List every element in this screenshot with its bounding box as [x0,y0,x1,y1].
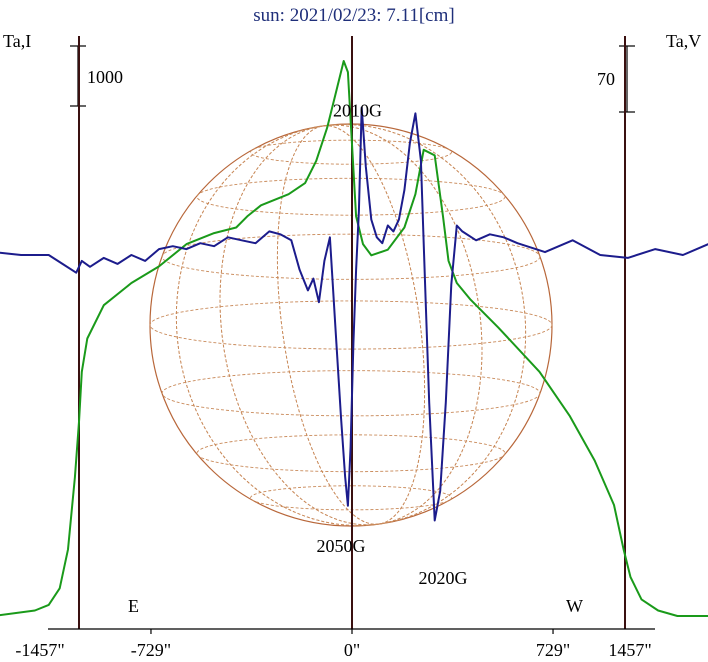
annotation-label: 2020G [419,568,468,588]
y-axis-right-label: Ta,V [666,31,701,51]
scalebar-left-label: 1000 [87,67,123,87]
series-polarization-line [0,106,708,522]
x-tick-label: -1457" [15,640,64,660]
x-tick-label: 729" [536,640,570,660]
limb-label-west: W [566,596,583,616]
series-intensity-line [0,60,708,617]
x-ticks: -1457" -729" 0" 729" 1457" [15,629,652,660]
scalebar-right-label: 70 [597,69,615,89]
annotation-label: 2050G [316,536,365,556]
y-axis-left-label: Ta,I [3,31,31,51]
annotation-layer: 2010G 2050G 2020G [316,101,467,589]
x-tick-label: 0" [344,640,360,660]
series-layer [0,60,708,617]
x-tick-label: -729" [131,640,171,660]
chart-title: sun: 2021/02/23: 7.11[cm] [253,5,454,26]
x-tick-label: 1457" [608,640,651,660]
longitude-line [175,124,527,526]
annotation-label: 2010G [333,101,382,121]
limb-label-east: E [128,596,139,616]
